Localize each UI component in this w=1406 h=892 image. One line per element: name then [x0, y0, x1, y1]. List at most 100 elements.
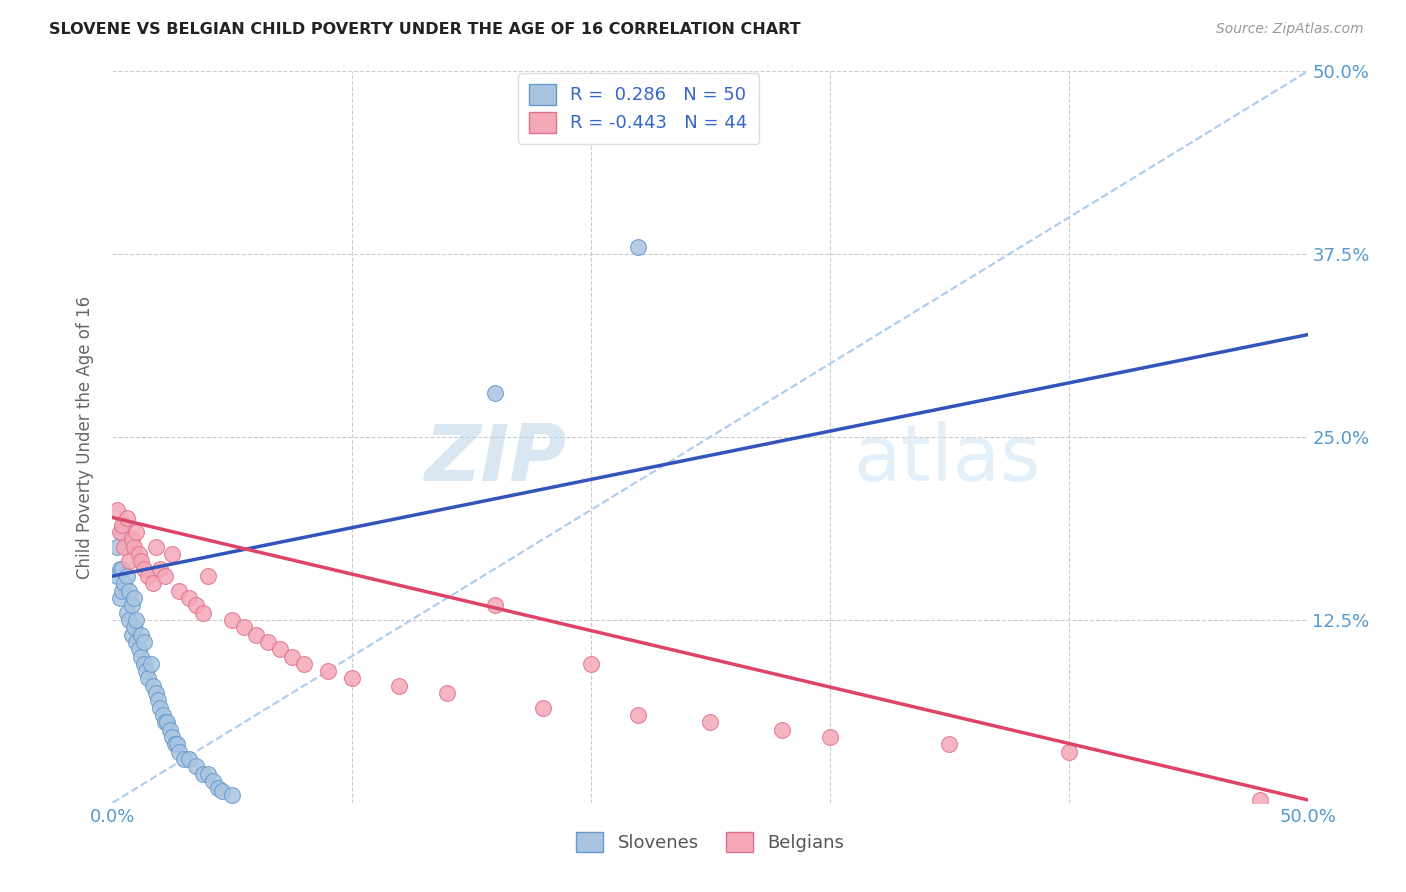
Point	[108, 591, 131, 605]
Point	[163, 737, 186, 751]
Point	[111, 562, 134, 576]
Point	[129, 554, 152, 568]
Point	[186, 599, 208, 613]
Point	[292, 657, 315, 671]
Point	[627, 240, 650, 254]
Point	[114, 540, 135, 554]
Point	[177, 752, 200, 766]
Point	[132, 635, 155, 649]
Point	[233, 620, 256, 634]
Point	[207, 781, 229, 796]
Point	[114, 517, 135, 532]
Point	[193, 606, 215, 620]
Point	[128, 642, 150, 657]
Point	[105, 540, 128, 554]
Point	[149, 562, 172, 576]
Point	[245, 627, 267, 641]
Point	[121, 533, 143, 547]
Point	[149, 700, 172, 714]
Point	[169, 583, 191, 598]
Point	[145, 540, 167, 554]
Point	[201, 773, 224, 788]
Point	[388, 679, 411, 693]
Point	[111, 583, 134, 598]
Point	[257, 635, 280, 649]
Point	[316, 664, 339, 678]
Point	[699, 715, 721, 730]
Point	[105, 503, 128, 517]
Point	[129, 649, 152, 664]
Point	[579, 657, 602, 671]
Point	[281, 649, 304, 664]
Point	[153, 569, 176, 583]
Point	[770, 723, 793, 737]
Point	[132, 562, 155, 576]
Point	[135, 664, 157, 678]
Point	[159, 723, 181, 737]
Point	[166, 737, 188, 751]
Point	[1249, 793, 1271, 807]
Point	[484, 599, 506, 613]
Point	[139, 657, 162, 671]
Text: Source: ZipAtlas.com: Source: ZipAtlas.com	[1216, 22, 1364, 37]
Point	[211, 784, 233, 798]
Point	[193, 766, 215, 780]
Point	[142, 679, 165, 693]
Text: ZIP: ZIP	[425, 421, 567, 497]
Point	[162, 730, 183, 744]
Point	[129, 627, 152, 641]
Point	[169, 745, 191, 759]
Legend: Slovenes, Belgians: Slovenes, Belgians	[569, 824, 851, 860]
Point	[938, 737, 960, 751]
Point	[125, 525, 148, 540]
Point	[221, 789, 243, 803]
Point	[197, 569, 219, 583]
Point	[153, 715, 176, 730]
Point	[105, 569, 128, 583]
Point	[111, 525, 134, 540]
Point	[121, 599, 143, 613]
Point	[156, 715, 179, 730]
Point	[122, 591, 145, 605]
Point	[531, 700, 554, 714]
Point	[118, 583, 141, 598]
Point	[108, 525, 131, 540]
Y-axis label: Child Poverty Under the Age of 16: Child Poverty Under the Age of 16	[76, 295, 94, 579]
Point	[122, 540, 145, 554]
Point	[125, 635, 148, 649]
Point	[115, 569, 138, 583]
Point	[122, 620, 145, 634]
Point	[132, 657, 155, 671]
Point	[340, 672, 363, 686]
Point	[173, 752, 195, 766]
Point	[125, 613, 148, 627]
Point	[145, 686, 167, 700]
Point	[128, 547, 150, 561]
Point	[221, 613, 243, 627]
Point	[118, 554, 141, 568]
Point	[115, 510, 138, 524]
Text: SLOVENE VS BELGIAN CHILD POVERTY UNDER THE AGE OF 16 CORRELATION CHART: SLOVENE VS BELGIAN CHILD POVERTY UNDER T…	[49, 22, 801, 37]
Point	[436, 686, 458, 700]
Point	[108, 562, 131, 576]
Point	[111, 517, 134, 532]
Point	[138, 569, 160, 583]
Point	[627, 708, 650, 723]
Point	[484, 386, 506, 401]
Point	[114, 576, 135, 591]
Point	[197, 766, 219, 780]
Point	[138, 672, 160, 686]
Point	[152, 708, 174, 723]
Point	[146, 693, 169, 707]
Point	[142, 576, 165, 591]
Point	[162, 547, 183, 561]
Point	[186, 759, 208, 773]
Point	[115, 606, 138, 620]
Point	[177, 591, 200, 605]
Text: atlas: atlas	[853, 421, 1040, 497]
Point	[118, 613, 141, 627]
Point	[121, 627, 143, 641]
Point	[818, 730, 841, 744]
Point	[269, 642, 291, 657]
Point	[1057, 745, 1080, 759]
